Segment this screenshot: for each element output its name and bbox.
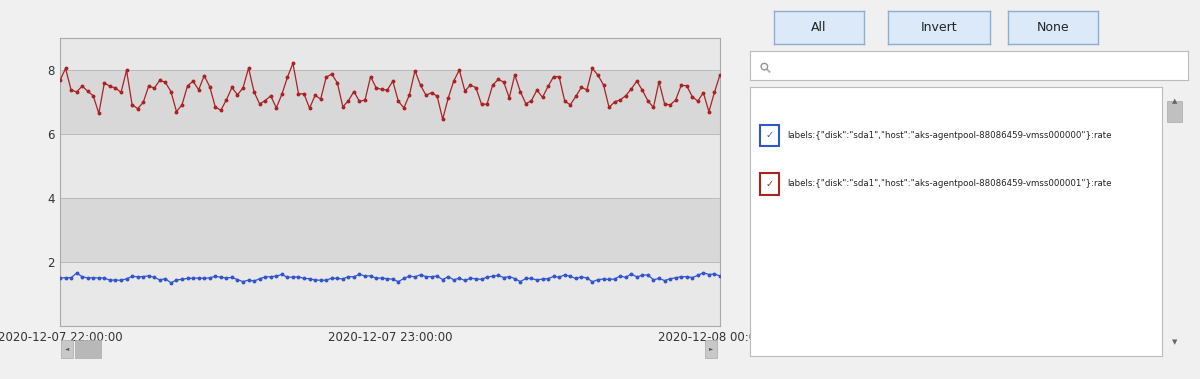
Text: ⚲: ⚲	[758, 58, 775, 75]
Text: All: All	[811, 21, 827, 34]
Text: None: None	[1037, 21, 1069, 34]
FancyBboxPatch shape	[74, 340, 101, 358]
FancyBboxPatch shape	[761, 173, 779, 195]
Text: ◄: ◄	[65, 346, 70, 351]
FancyBboxPatch shape	[761, 125, 779, 146]
Text: ✓: ✓	[766, 130, 774, 141]
Text: labels:{"disk":"sda1","host":"aks-agentpool-88086459-vmss000001"}:rate: labels:{"disk":"sda1","host":"aks-agentp…	[787, 179, 1111, 188]
FancyBboxPatch shape	[1168, 101, 1182, 122]
Bar	[60, 198, 720, 262]
FancyBboxPatch shape	[706, 340, 718, 358]
FancyBboxPatch shape	[61, 340, 73, 358]
Text: ▲: ▲	[1172, 98, 1177, 104]
Bar	[60, 70, 720, 134]
Text: labels:{"disk":"sda1","host":"aks-agentpool-88086459-vmss000000"}:rate: labels:{"disk":"sda1","host":"aks-agentp…	[787, 131, 1111, 140]
Text: Invert: Invert	[920, 21, 958, 34]
Text: ✓: ✓	[766, 179, 774, 189]
Text: ►: ►	[709, 346, 714, 351]
Text: ▼: ▼	[1172, 340, 1177, 346]
